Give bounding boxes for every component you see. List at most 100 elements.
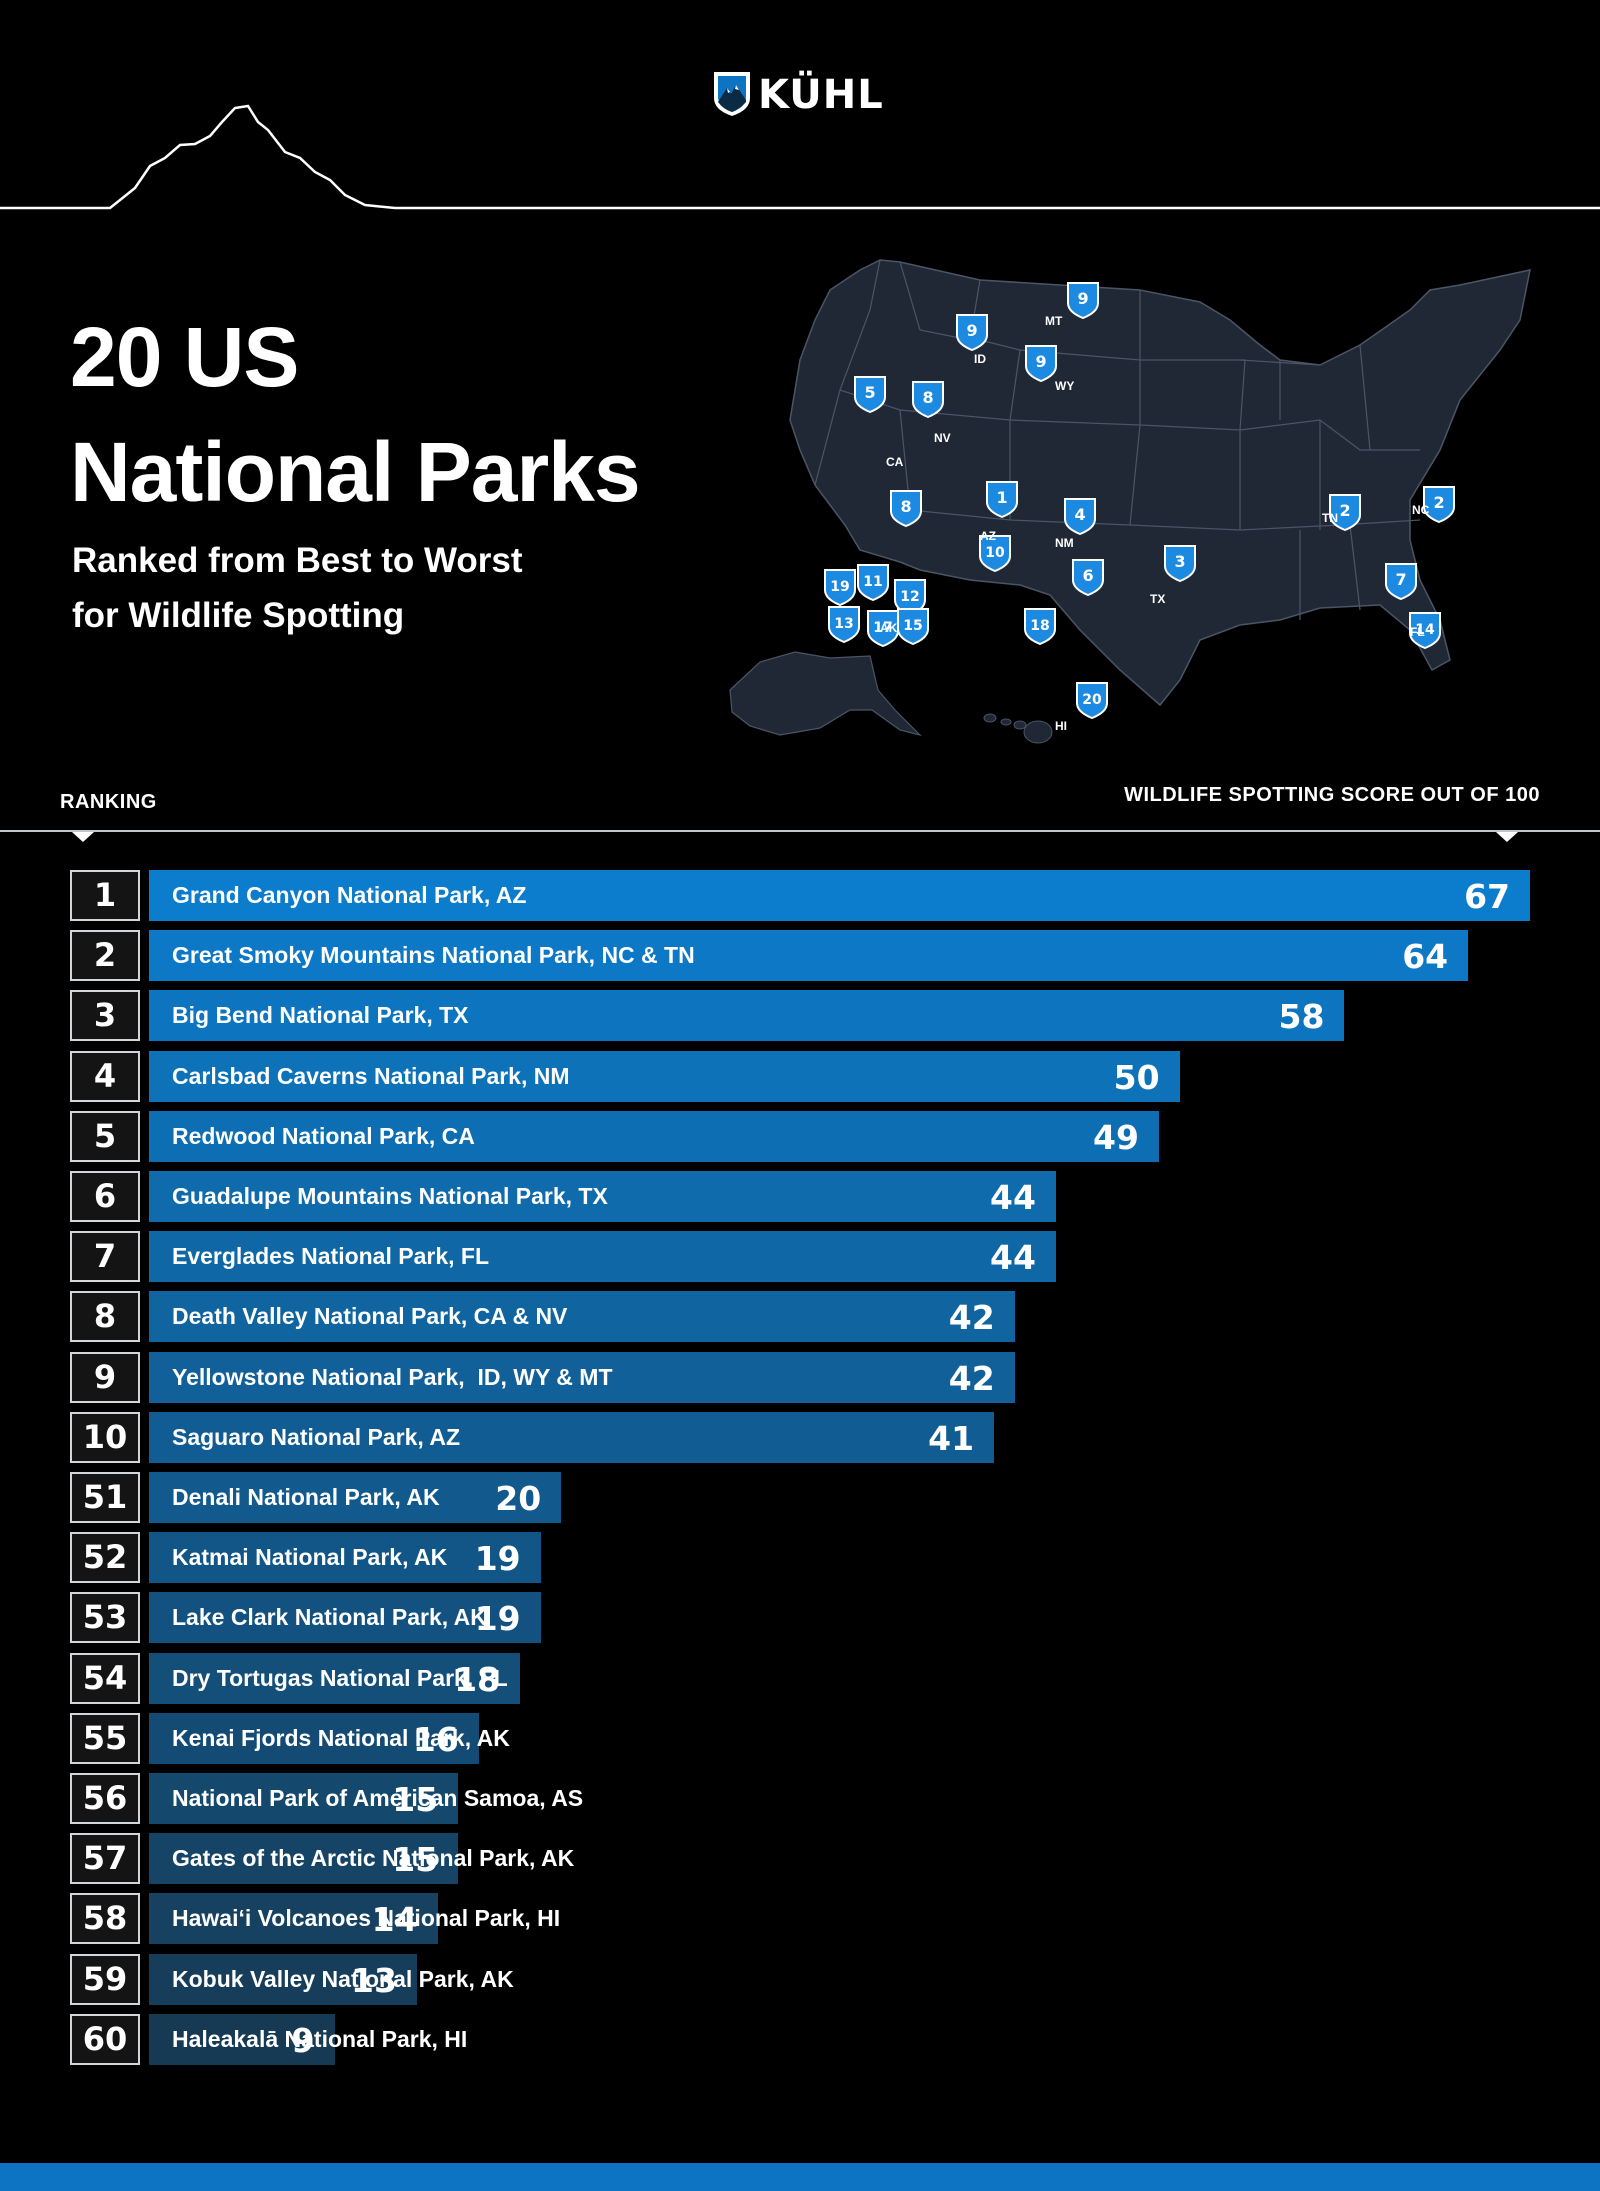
bar-value-label: 13 xyxy=(351,1960,397,2000)
score-axis-label: WILDLIFE SPOTTING SCORE OUT OF 100 xyxy=(1124,784,1540,806)
bar-label: Carlsbad Caverns National Park, NM xyxy=(172,1062,570,1089)
map-pin-label: 15 xyxy=(903,618,922,634)
hawaii-shape xyxy=(983,713,1053,744)
map-pin: 5 xyxy=(854,376,886,414)
rank-box: 57 xyxy=(70,1833,140,1885)
bar xyxy=(149,1411,995,1463)
bar xyxy=(149,1351,1015,1403)
map-pin: 4 xyxy=(1064,498,1096,536)
map-pin: 13 xyxy=(828,606,860,644)
map-pin-label: 2 xyxy=(1433,493,1444,512)
rank-box: 3 xyxy=(70,990,140,1042)
bar-label: Everglades National Park, FL xyxy=(172,1243,490,1270)
rank-box: 55 xyxy=(70,1712,140,1764)
map-pin-label: 5 xyxy=(864,383,875,402)
map-pin-shield-icon xyxy=(1072,559,1104,597)
bar-label: Death Valley National Park, CA & NV xyxy=(172,1303,568,1330)
brand-logo xyxy=(710,68,890,118)
bar-value-label: 58 xyxy=(1278,997,1325,1037)
map-pin: 3 xyxy=(1164,545,1196,583)
map-pin-label: 9 xyxy=(966,321,977,340)
rank-box: 9 xyxy=(70,1351,140,1403)
bar-value-label: 20 xyxy=(495,1479,542,1518)
map-pin-label: 18 xyxy=(1030,618,1049,634)
map-pin: 18 xyxy=(1024,608,1056,646)
bar-label: Yellowstone National Park, ID, WY & MT xyxy=(172,1363,613,1390)
bar-label: Redwood National Park, CA xyxy=(172,1122,475,1149)
rank-box: 5 xyxy=(70,1110,140,1162)
rank-box: 58 xyxy=(70,1893,140,1945)
map-pin: 8 xyxy=(890,490,922,528)
rank-box: 52 xyxy=(70,1532,140,1584)
bar-value-label: 42 xyxy=(948,1358,995,1398)
map-pin: 19 xyxy=(824,569,856,607)
rank-box: 8 xyxy=(70,1291,140,1343)
bar-label: Haleakalā National Park, HI xyxy=(172,2025,468,2052)
map-pin-shield-icon xyxy=(857,564,889,602)
alaska-shape xyxy=(729,651,922,737)
map-pin-shield-icon xyxy=(897,608,929,646)
map-state-label: NV xyxy=(934,431,951,445)
bar xyxy=(149,870,1530,921)
map-pin: 8 xyxy=(912,381,944,419)
map-pin-label: 1 xyxy=(996,488,1007,507)
rank-box: 53 xyxy=(70,1592,140,1644)
bar-label: Gates of the Arctic National Park, AK xyxy=(172,1845,575,1872)
mountain-shield-icon xyxy=(714,72,750,116)
map-state-label: NC xyxy=(1412,503,1430,517)
bar-value-label: 9 xyxy=(291,2020,315,2060)
bar-label: Guadalupe Mountains National Park, TX xyxy=(172,1183,608,1209)
map-pin-shield-icon xyxy=(854,376,886,414)
bar xyxy=(149,1110,1159,1162)
map-pin-label: 10 xyxy=(985,545,1005,561)
bar xyxy=(149,1953,417,2005)
map-pin-label: 14 xyxy=(1415,622,1435,638)
page-title-line-1: 20 US xyxy=(70,310,299,404)
map-state-label: TN xyxy=(1322,511,1338,525)
rank-box: 56 xyxy=(70,1773,140,1824)
map-pin-label: 9 xyxy=(1077,289,1088,308)
map-pin-label: 12 xyxy=(900,589,919,605)
bar-label: Saguaro National Park, AZ xyxy=(172,1423,460,1450)
map-pin-label: 8 xyxy=(900,497,911,516)
map-state-label: WY xyxy=(1055,379,1074,393)
bar-label: Denali National Park, AK xyxy=(172,1484,440,1510)
bar xyxy=(149,1592,541,1644)
bar-value-label: 18 xyxy=(454,1659,500,1699)
map-pin-shield-icon xyxy=(979,535,1011,573)
bar-value-label: 44 xyxy=(989,1178,1036,1217)
score-pointer-icon xyxy=(1496,832,1518,842)
bar xyxy=(149,1833,459,1885)
rank-box: 4 xyxy=(70,1050,140,1102)
axis-divider xyxy=(0,830,1600,832)
bar-value-label: 42 xyxy=(948,1298,995,1338)
map-pin: 11 xyxy=(857,564,889,602)
page-title-line-2: National Parks xyxy=(70,425,641,519)
bar-value-label: 19 xyxy=(474,1539,521,1579)
bar-label: Grand Canyon National Park, AZ xyxy=(172,882,527,908)
subtitle-line-1: Ranked from Best to Worst xyxy=(72,541,523,580)
ranking-axis-label: RANKING xyxy=(60,791,157,813)
map-pin-shield-icon xyxy=(986,481,1018,519)
map-pin-shield-icon xyxy=(956,314,988,352)
bar-value-label: 14 xyxy=(371,1900,418,1940)
map-pin: 14 xyxy=(1409,612,1441,650)
map-pin-label: 3 xyxy=(1174,552,1185,571)
rank-box: 1 xyxy=(70,870,140,921)
map-pin-shield-icon xyxy=(1409,612,1441,650)
bar xyxy=(149,1050,1180,1102)
map-pin-label: 6 xyxy=(1082,566,1093,585)
map-pin: 2 xyxy=(1423,486,1455,524)
map-pin: 9 xyxy=(956,314,988,352)
bar xyxy=(149,1532,541,1584)
map-pin-shield-icon xyxy=(1064,498,1096,536)
mountain-outline-decoration xyxy=(0,104,1600,210)
map-state-label: TX xyxy=(1150,592,1165,606)
rank-box: 60 xyxy=(70,2013,140,2065)
bar xyxy=(149,1171,1056,1222)
rank-box: 7 xyxy=(70,1231,140,1283)
bar-label: Lake Clark National Park, AK xyxy=(172,1604,487,1631)
bar-label: Dry Tortugas National Park, FL xyxy=(172,1664,508,1691)
map-pin-label: 4 xyxy=(1074,505,1085,524)
